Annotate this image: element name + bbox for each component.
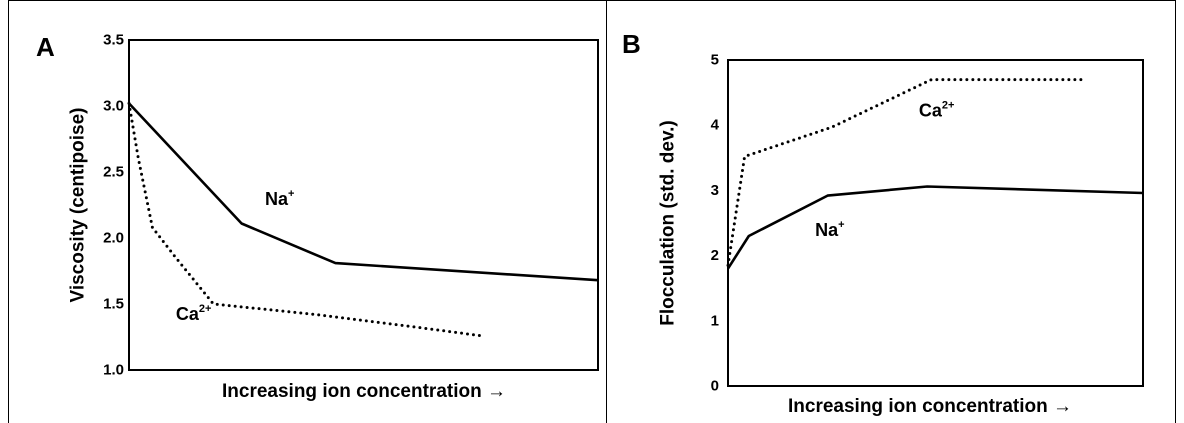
series-line-ca (726, 78, 1087, 267)
series-label-ca: Ca2+ (176, 303, 212, 324)
y-tick-label: 1.0 (103, 362, 124, 379)
panel-letter: A (36, 32, 55, 62)
plot-area-frame (128, 39, 599, 371)
y-tick-label: 2.0 (103, 230, 124, 247)
y-tick-label: 2 (711, 247, 719, 264)
series-label-ca-base: Ca (176, 304, 200, 324)
series-label-na-base: Na (265, 189, 289, 209)
y-tick-label: 3 (711, 182, 719, 199)
y-tick-label: 0 (711, 378, 719, 395)
series-label-ca-charge: 2+ (942, 100, 955, 112)
y-axis-title: Flocculation (std. dev.) (658, 120, 679, 326)
y-tick-label: 4 (711, 117, 720, 134)
x-axis-title: Increasing ion concentration → (222, 381, 506, 402)
panel-b-flocculation-chart: B 0 1 2 3 4 5 Flocculation (std. dev.) Increasin… (622, 29, 1144, 417)
panel-letter: B (622, 29, 641, 59)
series-line-ca (127, 101, 483, 338)
series-label-na: Na+ (265, 188, 294, 209)
series-line-na (726, 185, 1144, 270)
series-label-na-base: Na (815, 220, 839, 240)
x-axis-title: Increasing ion concentration → (788, 396, 1072, 417)
y-tick-label: 1 (711, 312, 719, 329)
panel-a-viscosity-chart: A 1.0 1.5 2.0 2.5 3.0 3.5 Viscosity (centipoise… (36, 32, 599, 402)
series-label-na: Na+ (815, 219, 844, 240)
plot-area-frame (727, 59, 1144, 387)
y-tick-label: 2.5 (103, 164, 124, 181)
figure-frame (8, 0, 1176, 423)
series-label-ca-charge: 2+ (199, 303, 212, 315)
series-line-na (128, 102, 599, 282)
series-label-na-charge: + (288, 188, 294, 200)
y-tick-label: 5 (711, 52, 719, 69)
series-label-na-charge: + (838, 219, 844, 231)
y-tick-label: 1.5 (103, 296, 124, 313)
series-label-ca-base: Ca (919, 101, 943, 121)
y-tick-label: 3.0 (103, 98, 124, 115)
y-tick-label: 3.5 (103, 32, 124, 49)
series-label-ca: Ca2+ (919, 100, 955, 121)
y-axis-title: Viscosity (centipoise) (68, 108, 89, 303)
